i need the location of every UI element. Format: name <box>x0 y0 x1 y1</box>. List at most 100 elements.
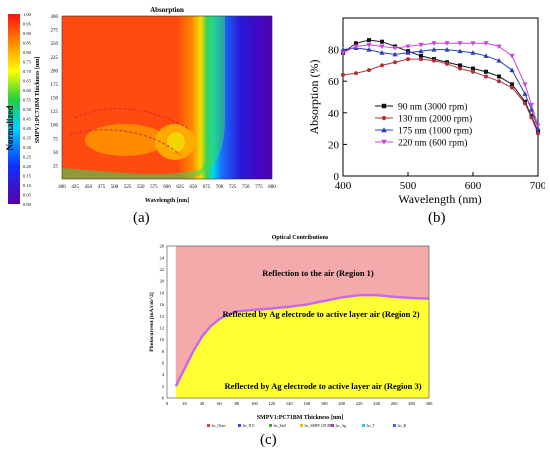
colorbar-tick-label: 0.75 <box>23 60 32 65</box>
data-point <box>405 50 411 55</box>
legend-swatch <box>393 424 396 427</box>
legend-entry: Isc_ZnO <box>274 424 287 428</box>
caption-b: (b) <box>428 210 446 226</box>
data-point <box>522 82 528 87</box>
x-tick-label: 425 <box>71 185 79 190</box>
data-point <box>406 57 410 62</box>
colorbar-tick-label: 0.85 <box>23 41 32 46</box>
x-tick-label: 200 <box>338 401 346 406</box>
legend-entry: Isc_R <box>398 424 407 428</box>
y-tick-label: 10 <box>160 337 165 342</box>
colorbar-tick-label: 0.50 <box>23 107 32 112</box>
colorbar-tick-label: 0.35 <box>23 136 32 141</box>
data-point <box>418 42 424 48</box>
y-tick-label: 40 <box>328 108 340 120</box>
heatmap-hotspot <box>85 124 165 156</box>
data-point <box>431 41 437 46</box>
x-tick-label: 220 <box>356 401 364 406</box>
heatmap-title: Absorption <box>150 6 184 14</box>
colorbar-tick-label: 0.70 <box>23 69 32 74</box>
colorbar-tick-label: 0.55 <box>23 98 32 103</box>
legend-entry: Isc_Ag <box>336 424 347 428</box>
y-tick-label: 8 <box>162 349 165 354</box>
y-tick-label: 22 <box>160 267 165 272</box>
y-tick-label: 275 <box>51 29 59 34</box>
y-tick-label: 225 <box>51 56 59 61</box>
legend-entry: Isc_T <box>367 424 376 428</box>
data-point <box>354 41 358 46</box>
data-point <box>381 139 387 145</box>
x-tick-label: 40 <box>200 401 205 406</box>
x-tick-label: 260 <box>391 401 399 406</box>
data-point <box>510 85 514 90</box>
colorbar-tick-label: 0.10 <box>23 183 32 188</box>
data-point <box>444 47 450 52</box>
data-point <box>366 47 372 52</box>
data-point <box>470 41 476 46</box>
x-tick-label: 650 <box>190 185 198 190</box>
x-tick-label: 500 <box>111 185 119 190</box>
x-tick-label: 180 <box>321 401 329 406</box>
colorbar-tick-label: 0.20 <box>23 164 32 169</box>
colorbar-label: Normalized <box>5 106 15 151</box>
y-tick-label: 150 <box>51 97 59 102</box>
x-tick-label: 800 <box>268 185 276 190</box>
x-tick-label: 675 <box>203 185 211 190</box>
data-point <box>471 69 475 74</box>
x-tick-label: 550 <box>137 185 145 190</box>
colorbar-tick-label: 1.00 <box>23 12 32 17</box>
x-tick-label: 450 <box>85 185 93 190</box>
data-point <box>484 74 488 79</box>
legend-swatch <box>238 424 241 427</box>
y-tick-label: 20 <box>160 279 165 284</box>
caption-a: (a) <box>133 210 150 226</box>
y-tick-label: 300 <box>51 15 59 20</box>
colorbar-tick-label: 0.40 <box>23 126 32 131</box>
data-point <box>405 44 411 50</box>
absorption-line-chart: 400 500 600 700 0 20 40 60 80 90 nm (3000 rpm)13… <box>307 17 545 206</box>
data-point <box>483 53 489 58</box>
x-tick-label: 700 <box>530 180 545 192</box>
y-tick-label: 4 <box>162 372 165 377</box>
boundary-curve <box>174 293 430 387</box>
data-point <box>367 38 371 43</box>
x-tick-label: 20 <box>182 401 187 406</box>
data-point <box>393 60 397 65</box>
heatmap-contour <box>74 108 191 131</box>
y-tick-label: 14 <box>160 314 165 319</box>
x-tick-label: 240 <box>373 401 381 406</box>
data-point <box>379 44 385 50</box>
data-point <box>458 66 462 71</box>
data-point <box>432 58 436 63</box>
plot-frame <box>166 245 430 399</box>
data-point <box>367 68 371 73</box>
legend-entry: 220 nm (600 rpm) <box>398 138 467 149</box>
data-point <box>457 41 463 46</box>
colorbar-tick-label: 0.80 <box>23 50 32 55</box>
data-point <box>470 50 476 55</box>
y-tick-label: 50 <box>53 151 59 156</box>
data-point <box>522 91 528 96</box>
data-point <box>419 53 423 58</box>
x-tick-label: 120 <box>268 401 276 406</box>
data-point <box>381 115 387 121</box>
x-axis-label: SMPV1:PC71BM Thickness [nm] <box>257 415 344 421</box>
y-axis-label: Absorption (%) <box>307 60 321 135</box>
heatmap-y-label: SMPV1:PC71BM Thickness [nm] <box>35 57 41 144</box>
data-point <box>380 63 384 68</box>
colorbar-tick-label: 0.00 <box>23 202 32 207</box>
legend-entry: Isc_Glass <box>212 424 227 428</box>
legend-entry: 175 nm (1000 rpm) <box>398 126 472 137</box>
series-line <box>342 42 539 126</box>
y-tick-label: 24 <box>160 255 165 260</box>
x-tick-label: 400 <box>335 180 352 192</box>
x-tick-label: 500 <box>400 180 417 192</box>
data-point <box>340 50 346 56</box>
legend-entry: 90 nm (3000 rpm) <box>398 102 467 113</box>
data-point <box>379 50 385 55</box>
x-tick-label: 600 <box>465 180 482 192</box>
legend-entry: 130 nm (2000 rpm) <box>398 114 472 125</box>
colorbar-tick-label: 0.45 <box>23 117 32 122</box>
y-tick-label: 250 <box>51 42 59 47</box>
data-point <box>381 103 387 109</box>
